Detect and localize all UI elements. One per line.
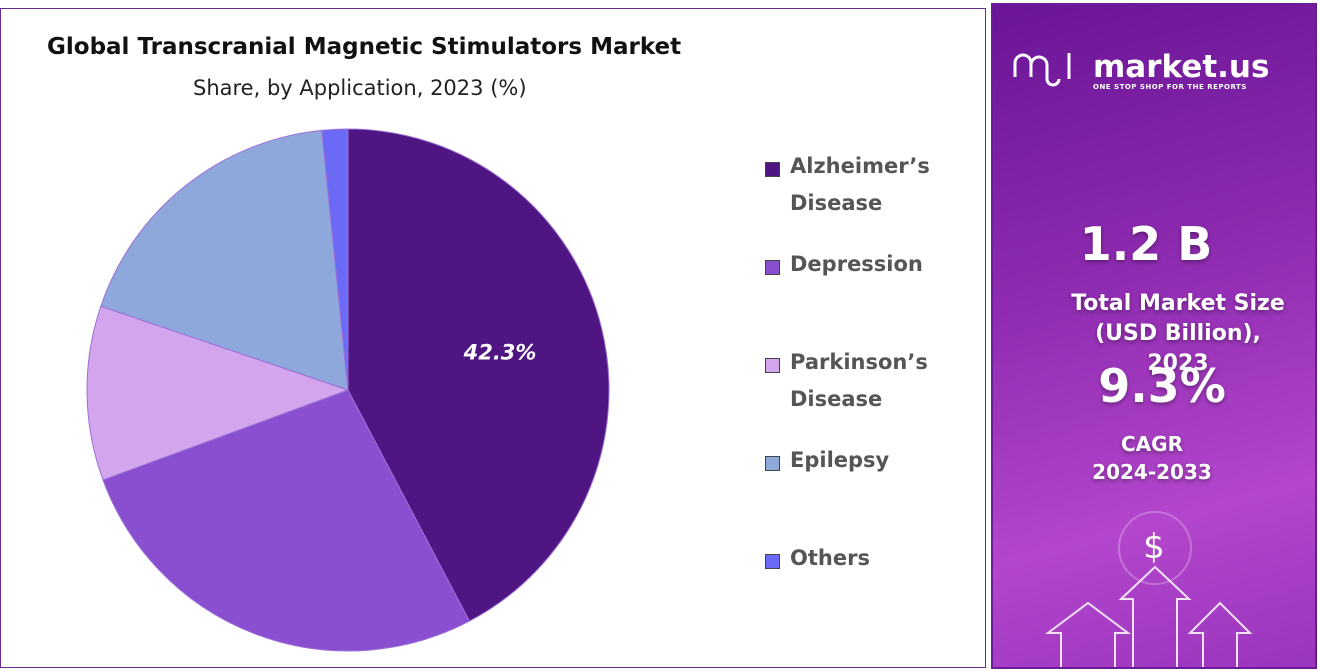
chart-title: Global Transcranial Magnetic Stimulators… (47, 34, 682, 60)
chart-subtitle: Share, by Application, 2023 (%) (193, 76, 527, 100)
pie-slice (102, 389, 471, 652)
legend-swatch (765, 456, 780, 471)
legend-swatch (765, 162, 780, 177)
arrows (1045, 511, 1253, 667)
legend-label: Others (790, 546, 870, 570)
legend-label: Epilepsy (790, 448, 890, 472)
market-size-label: Total Market Size (USD Billion), 2023 (1071, 291, 1285, 376)
panel-decoration (1013, 53, 1253, 667)
legend-label: Alzheimer’s Disease (790, 154, 930, 215)
legend-swatch (765, 554, 780, 569)
pie-slice (100, 129, 349, 391)
dollar-icon: $ (1143, 527, 1165, 567)
legend-label: Depression (790, 252, 923, 276)
chart-frame (0, 8, 986, 668)
pie-slice (347, 128, 610, 622)
legend-item: Others (765, 546, 965, 577)
legend-item: Epilepsy (765, 448, 965, 479)
cagr-period: 2024-2033 (1092, 460, 1212, 484)
logo-icon (1013, 53, 1071, 87)
cagr-label: CAGR (1121, 432, 1183, 456)
cagr: 9.3% (1098, 359, 1226, 413)
tagline: ONE STOP SHOP FOR THE REPORTS (1093, 83, 1247, 91)
legend-label: Parkinson’s Disease (790, 350, 928, 411)
data-label: 42.3% (463, 340, 537, 364)
legend-item: Depression (765, 252, 965, 283)
legend-item: Parkinson’s Disease (765, 350, 965, 418)
pie-chart: 42.3% (86, 128, 610, 652)
market-size: 1.2 B (1079, 217, 1213, 271)
info-panel: market.us ONE STOP SHOP FOR THE REPORTS … (991, 3, 1317, 669)
legend-item: Alzheimer’s Disease (765, 154, 965, 222)
legend-swatch (765, 358, 780, 373)
pie-slice (86, 305, 350, 481)
legend-swatch (765, 260, 780, 275)
brand: market.us (1093, 49, 1270, 85)
pie-slice (321, 128, 349, 391)
